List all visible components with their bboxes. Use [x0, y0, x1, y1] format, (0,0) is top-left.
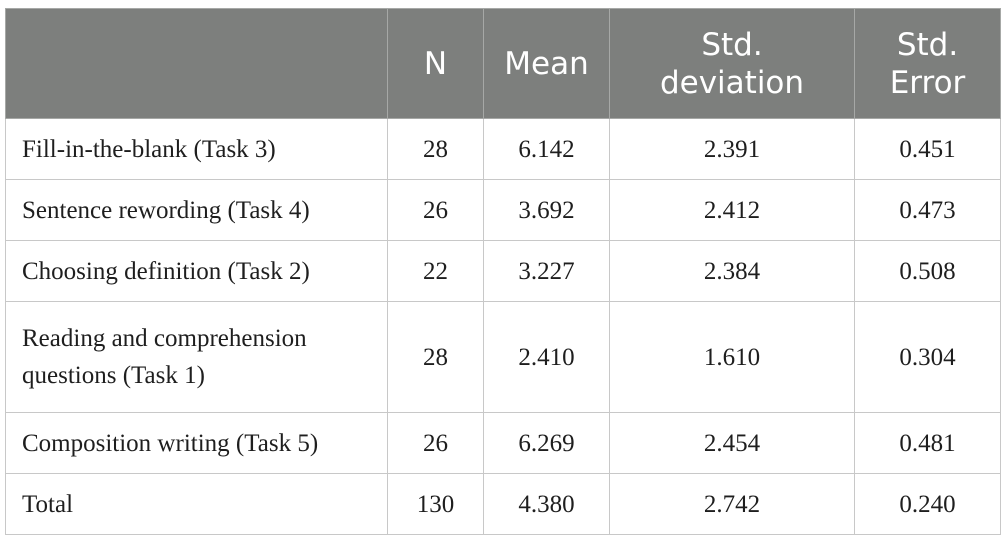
header-sd-line-2: deviation — [659, 64, 805, 101]
cell-std-error: 0.451 — [854, 118, 1001, 180]
cell-std-error: 0.473 — [854, 179, 1001, 241]
cell-n: 22 — [387, 240, 484, 302]
header-se-line-2: Error — [889, 64, 966, 101]
header-cell-empty — [5, 8, 388, 119]
table-row: Sentence rewording (Task 4) 26 3.692 2.4… — [5, 179, 1001, 241]
table-body: Fill-in-the-blank (Task 3) 28 6.142 2.39… — [5, 118, 1001, 535]
row-label: Fill-in-the-blank (Task 3) — [5, 118, 388, 180]
cell-std-deviation: 2.454 — [609, 412, 855, 474]
row-label: Reading and comprehension questions (Tas… — [5, 301, 388, 413]
cell-std-error: 0.481 — [854, 412, 1001, 474]
cell-mean: 6.269 — [483, 412, 610, 474]
row-label: Composition writing (Task 5) — [5, 412, 388, 474]
table-header: N Mean Std. deviation Std. Error — [5, 8, 1001, 119]
table-row: Choosing definition (Task 2) 22 3.227 2.… — [5, 240, 1001, 302]
row-label: Total — [5, 473, 388, 535]
cell-mean: 2.410 — [483, 301, 610, 413]
header-cell-mean: Mean — [483, 8, 610, 119]
cell-mean: 3.227 — [483, 240, 610, 302]
cell-mean: 4.380 — [483, 473, 610, 535]
header-cell-n: N — [387, 8, 484, 119]
header-row: N Mean Std. deviation Std. Error — [5, 8, 1001, 119]
cell-n: 26 — [387, 179, 484, 241]
cell-std-deviation: 2.742 — [609, 473, 855, 535]
row-label: Choosing definition (Task 2) — [5, 240, 388, 302]
cell-std-deviation: 2.391 — [609, 118, 855, 180]
table-row-total: Total 130 4.380 2.742 0.240 — [5, 473, 1001, 535]
cell-std-deviation: 2.412 — [609, 179, 855, 241]
cell-mean: 3.692 — [483, 179, 610, 241]
cell-std-error: 0.304 — [854, 301, 1001, 413]
header-se-line-1: Std. — [896, 26, 959, 63]
table-row: Reading and comprehension questions (Tas… — [5, 301, 1001, 413]
header-cell-std-deviation: Std. deviation — [609, 8, 855, 119]
header-mean-text: Mean — [504, 45, 589, 82]
cell-std-deviation: 2.384 — [609, 240, 855, 302]
table-row: Fill-in-the-blank (Task 3) 28 6.142 2.39… — [5, 118, 1001, 180]
header-n-text: N — [423, 45, 448, 82]
cell-std-deviation: 1.610 — [609, 301, 855, 413]
cell-n: 28 — [387, 301, 484, 413]
cell-std-error: 0.508 — [854, 240, 1001, 302]
cell-n: 28 — [387, 118, 484, 180]
header-sd-line-1: Std. — [701, 26, 763, 63]
cell-mean: 6.142 — [483, 118, 610, 180]
statistics-table: N Mean Std. deviation Std. Error Fill-in… — [5, 8, 1001, 535]
header-cell-std-error: Std. Error — [854, 8, 1001, 119]
row-label: Sentence rewording (Task 4) — [5, 179, 388, 241]
cell-n: 26 — [387, 412, 484, 474]
cell-std-error: 0.240 — [854, 473, 1001, 535]
table-row: Composition writing (Task 5) 26 6.269 2.… — [5, 412, 1001, 474]
cell-n: 130 — [387, 473, 484, 535]
